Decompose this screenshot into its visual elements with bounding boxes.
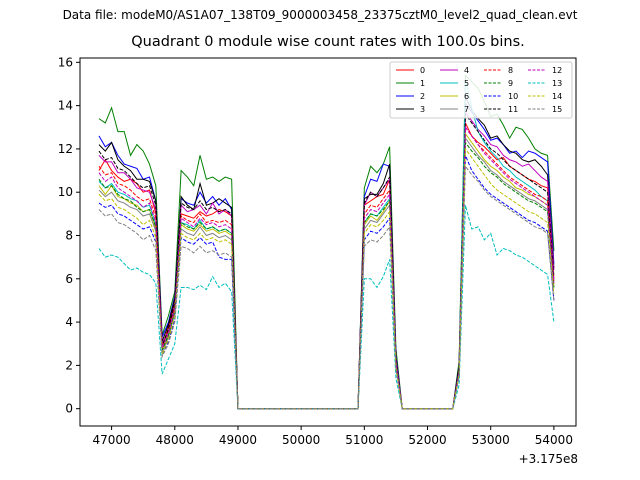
plot-area bbox=[80, 58, 576, 426]
legend-label-10: 10 bbox=[508, 92, 518, 101]
y-tick-label: 12 bbox=[58, 142, 73, 156]
y-tick-label: 4 bbox=[65, 315, 73, 329]
y-tick-label: 6 bbox=[65, 272, 73, 286]
chart-title: Quadrant 0 module wise count rates with … bbox=[131, 34, 525, 50]
series-layer bbox=[98, 74, 555, 410]
y-tick-label: 14 bbox=[58, 99, 73, 113]
legend-label-11: 11 bbox=[508, 105, 518, 114]
y-tick-label: 2 bbox=[65, 358, 73, 372]
legend-label-5: 5 bbox=[464, 79, 469, 88]
suptitle: Data file: modeM0/AS1A07_138T09_90000034… bbox=[62, 8, 578, 22]
x-tick-label: 47000 bbox=[92, 433, 130, 447]
x-tick-label: 50000 bbox=[282, 433, 320, 447]
x-tick-label: 54000 bbox=[535, 433, 573, 447]
legend-label-0: 0 bbox=[420, 66, 425, 75]
legend-label-2: 2 bbox=[420, 92, 425, 101]
legend-box bbox=[389, 61, 573, 119]
x-tick-label: 51000 bbox=[345, 433, 383, 447]
x-tick-label: 52000 bbox=[408, 433, 446, 447]
legend-label-9: 9 bbox=[508, 79, 513, 88]
x-tick-label: 48000 bbox=[156, 433, 194, 447]
y-tick-label: 10 bbox=[58, 185, 73, 199]
legend-label-15: 15 bbox=[552, 105, 562, 114]
x-offset-label: +3.175e8 bbox=[518, 452, 578, 466]
plot-frame bbox=[79, 57, 577, 427]
legend-label-6: 6 bbox=[464, 92, 469, 101]
axis-layer: 47000 48000 49000 50000 51000 52000 53000 54000… bbox=[58, 55, 573, 447]
legend-label-14: 14 bbox=[552, 92, 562, 101]
x-tick-label: 49000 bbox=[219, 433, 257, 447]
legend-label-13: 13 bbox=[552, 79, 562, 88]
legend-label-12: 12 bbox=[552, 66, 562, 75]
legend-label-7: 7 bbox=[464, 105, 469, 114]
legend-label-3: 3 bbox=[420, 105, 425, 114]
y-tick-label: 16 bbox=[58, 55, 73, 69]
x-tick-label: 53000 bbox=[472, 433, 510, 447]
series-line-13 bbox=[98, 205, 555, 410]
y-tick-label: 0 bbox=[65, 402, 73, 416]
legend-label-4: 4 bbox=[464, 66, 469, 75]
legend-label-1: 1 bbox=[420, 79, 425, 88]
y-tick-label: 8 bbox=[65, 229, 73, 243]
legend-label-8: 8 bbox=[508, 66, 513, 75]
series-line-15 bbox=[98, 164, 555, 410]
